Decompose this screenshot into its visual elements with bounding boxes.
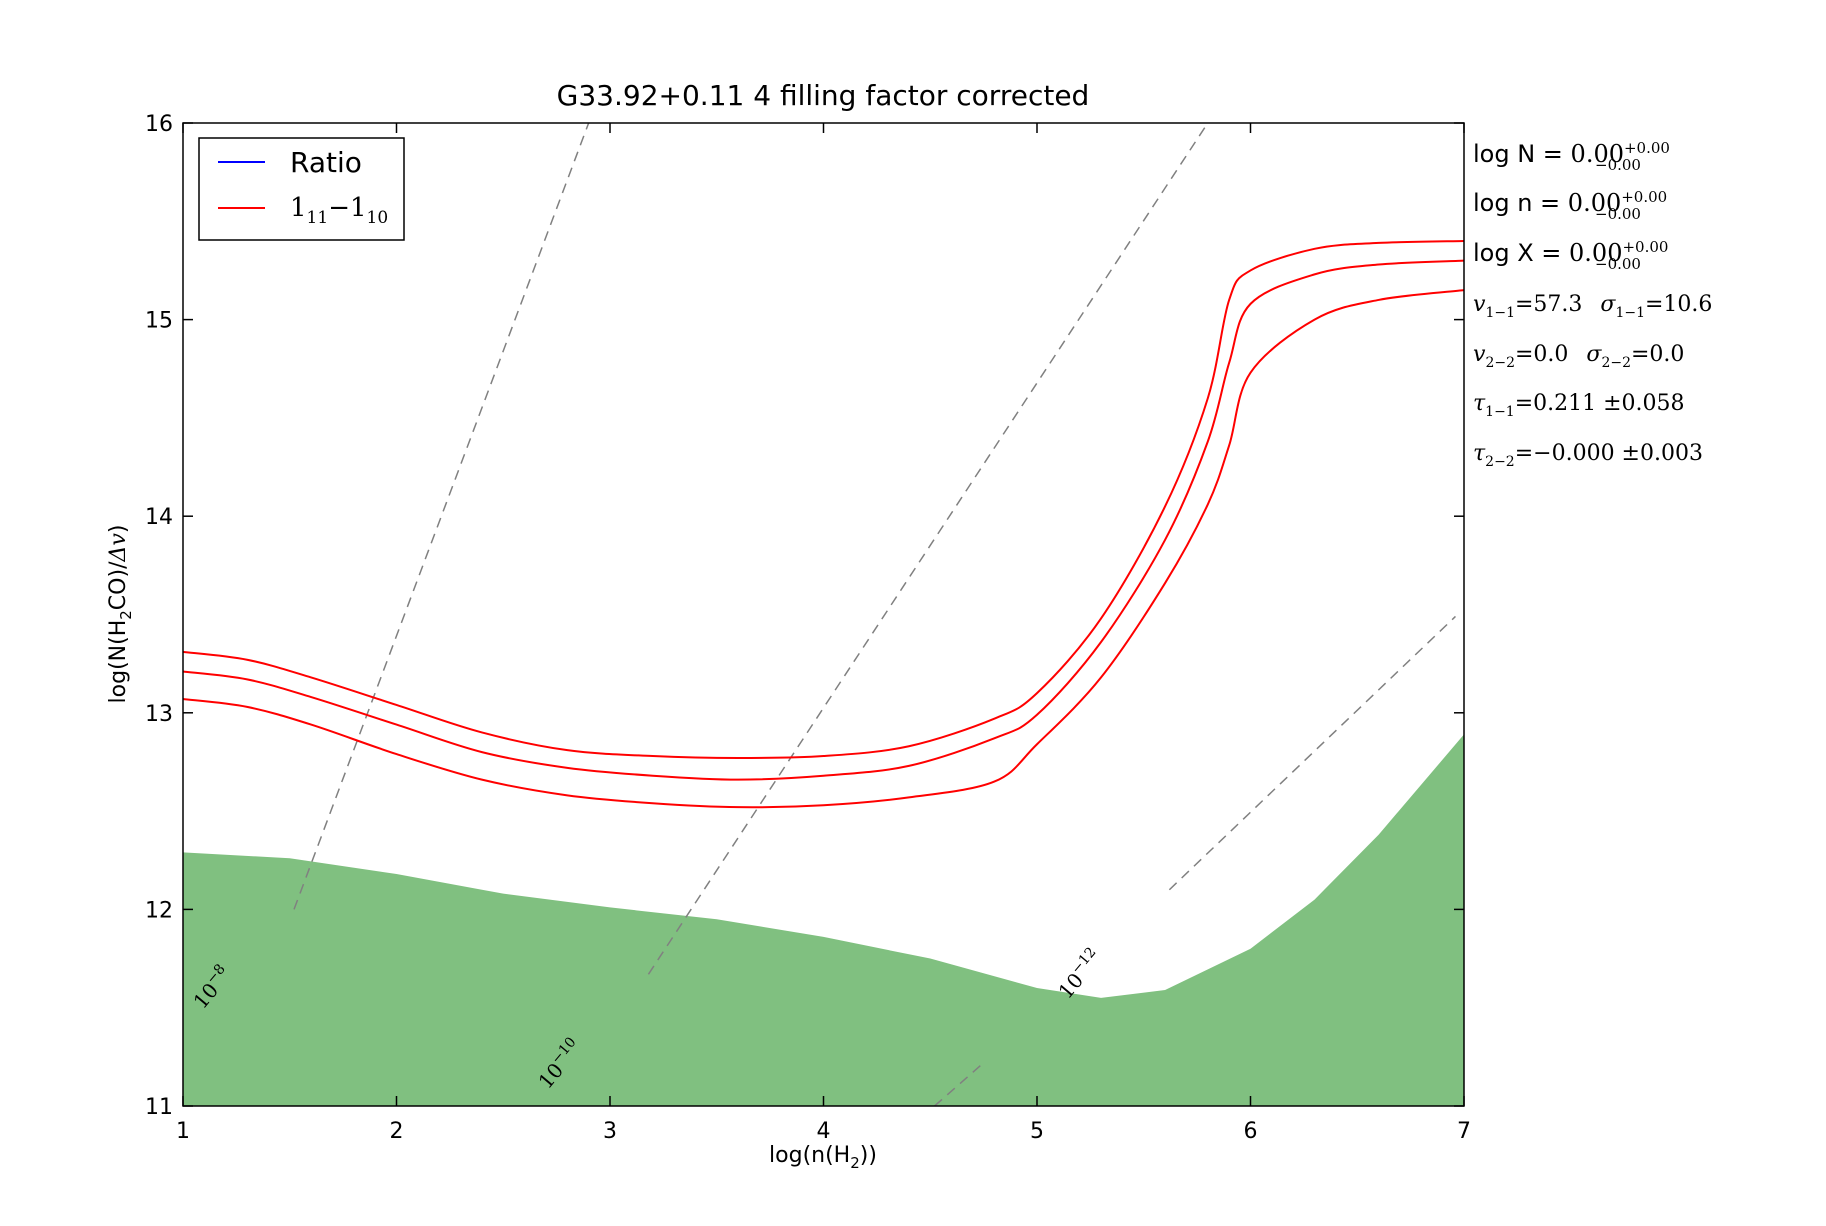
- annotation-log-n: log n = 0.00+0.00 −0.00: [1473, 188, 1667, 223]
- x-tick-label: 7: [1457, 1119, 1471, 1144]
- abundance-line: [934, 1062, 985, 1107]
- x-tick-label: 1: [176, 1119, 190, 1144]
- annotation-tau11: τ1−1=0.211 ±0.058: [1473, 391, 1685, 420]
- y-axis-label: log(N(H2CO)/Δv): [106, 525, 135, 704]
- x-tick-label: 6: [1244, 1119, 1258, 1144]
- y-tick-label: 15: [145, 309, 173, 334]
- abundance-line: [1168, 615, 1456, 891]
- abundance-line: [647, 122, 1209, 975]
- annotation-v11-sigma11: v1−1=57.3 σ1−1=10.6: [1473, 292, 1712, 321]
- legend-box: [198, 137, 405, 241]
- series-line-upper: [182, 239, 1465, 760]
- abundance-label: 10−12: [1052, 944, 1107, 1003]
- x-tick-label: 4: [817, 1119, 831, 1144]
- legend: Ratio 111−110: [198, 137, 405, 241]
- series-line-middle: [182, 259, 1465, 781]
- series-line-lower: [182, 289, 1465, 809]
- annotation-log-N: log N = 0.00+0.00 −0.00: [1473, 139, 1670, 174]
- x-tick-label: 3: [603, 1119, 617, 1144]
- x-tick-label: 5: [1030, 1119, 1044, 1144]
- annotation-log-X: log X = 0.00+0.00 −0.00: [1473, 238, 1668, 273]
- filled-region: [183, 734, 1464, 1106]
- chart-title: G33.92+0.11 4 filling factor corrected: [557, 79, 1090, 112]
- annotation-v22-sigma22: v2−2=0.0 σ2−2=0.0: [1473, 342, 1684, 371]
- y-tick-label: 11: [145, 1095, 173, 1120]
- annotation-panel: log N = 0.00+0.00 −0.00 log n = 0.00+0.00…: [1473, 139, 1712, 470]
- legend-label-red: 111−110: [290, 193, 388, 228]
- annotation-tau22: τ2−2=−0.000 ±0.003: [1473, 441, 1703, 470]
- x-axis-label: log(n(H2)): [769, 1143, 877, 1172]
- y-tick-label: 16: [145, 112, 173, 137]
- abundance-line: [293, 122, 590, 910]
- legend-label-ratio: Ratio: [290, 146, 362, 179]
- x-tick-label: 2: [390, 1119, 404, 1144]
- y-tick-label: 13: [145, 702, 173, 727]
- y-tick-label: 12: [145, 898, 173, 923]
- y-tick-label: 14: [145, 505, 173, 530]
